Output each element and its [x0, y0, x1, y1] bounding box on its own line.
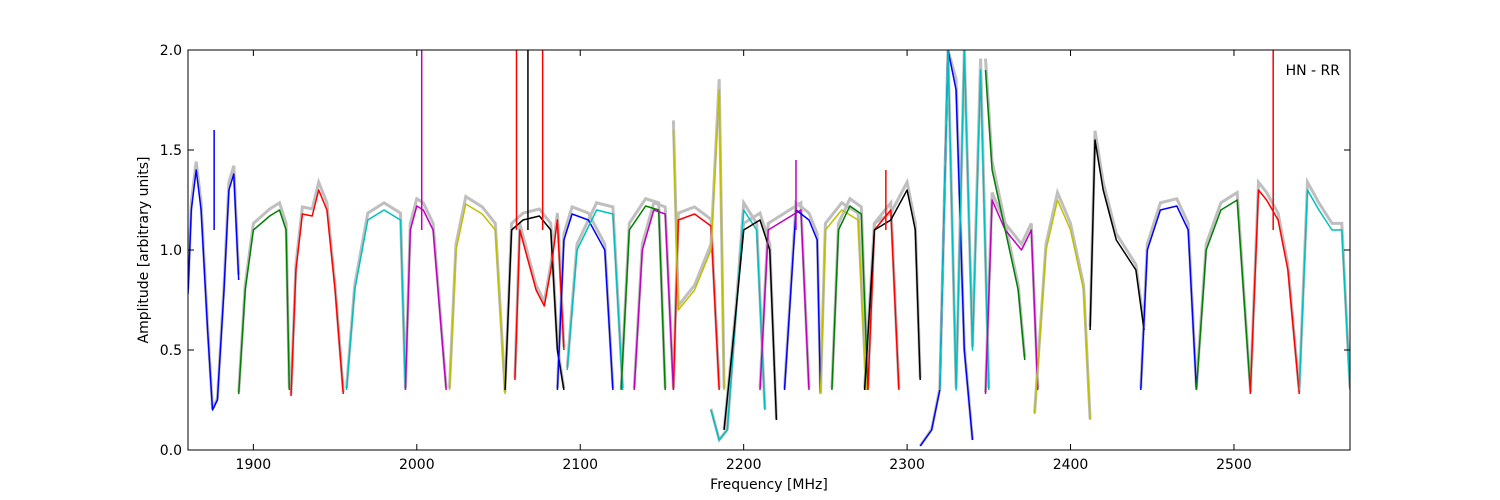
x-tick-label: 2500 — [1216, 457, 1252, 473]
y-tick-label: 1.0 — [160, 243, 182, 259]
series-line-30 — [1195, 199, 1252, 391]
plot-area — [188, 50, 1350, 447]
series-line-27 — [1033, 199, 1091, 421]
series-line-9 — [556, 213, 614, 391]
series-line-6 — [448, 203, 506, 395]
series-line-21 — [867, 209, 900, 391]
background-trace — [938, 50, 991, 389]
y-axis: 0.0 0.5 1.0 1.5 2.0 — [160, 43, 1350, 459]
series-line-29 — [1140, 205, 1198, 391]
series-line-10 — [566, 209, 624, 391]
series-line-12 — [633, 209, 675, 391]
series-line-16 — [723, 219, 778, 431]
series-line-18 — [783, 209, 822, 395]
y-tick-label: 1.5 — [160, 143, 182, 159]
series-line-14 — [672, 89, 725, 391]
series-line-7 — [504, 215, 565, 391]
x-tick-label: 2200 — [726, 457, 762, 473]
x-tick-label: 1900 — [236, 457, 272, 473]
series-line-11 — [620, 205, 666, 391]
x-axis: 1900 2000 2100 2200 2300 2400 2500 — [236, 50, 1252, 473]
series-line-20 — [831, 205, 869, 391]
series-line-26 — [984, 69, 1026, 361]
x-tick-label: 2400 — [1053, 457, 1089, 473]
x-tick-label: 2000 — [399, 457, 435, 473]
series-line-24 — [939, 50, 990, 391]
spike-layer — [213, 50, 1274, 230]
x-tick-label: 2100 — [562, 457, 598, 473]
series-line-5 — [404, 205, 447, 391]
series-line-19 — [819, 209, 867, 395]
chart-annotation: HN - RR — [1286, 63, 1341, 79]
y-axis-title: Amplitude [arbitrary units] — [136, 157, 152, 344]
series-line-25 — [984, 199, 1039, 395]
series-line-23 — [919, 50, 974, 447]
y-tick-label: 2.0 — [160, 43, 182, 59]
series-line-1 — [188, 169, 240, 411]
series-line-2 — [237, 209, 291, 395]
series-layer — [188, 50, 1350, 447]
series-line-28 — [1089, 139, 1145, 331]
series-line-4 — [345, 209, 407, 391]
series-line-31 — [1249, 189, 1301, 395]
series-line-3 — [290, 189, 345, 397]
series-line-32 — [1298, 189, 1350, 391]
background-trace — [513, 212, 566, 378]
y-tick-label: 0.5 — [160, 343, 182, 359]
series-line-17 — [759, 209, 810, 391]
series-line-8 — [514, 219, 565, 381]
x-tick-label: 2300 — [889, 457, 925, 473]
series-line-22 — [863, 189, 921, 391]
y-tick-label: 0.0 — [160, 443, 182, 459]
x-axis-title: Frequency [MHz] — [710, 477, 828, 493]
